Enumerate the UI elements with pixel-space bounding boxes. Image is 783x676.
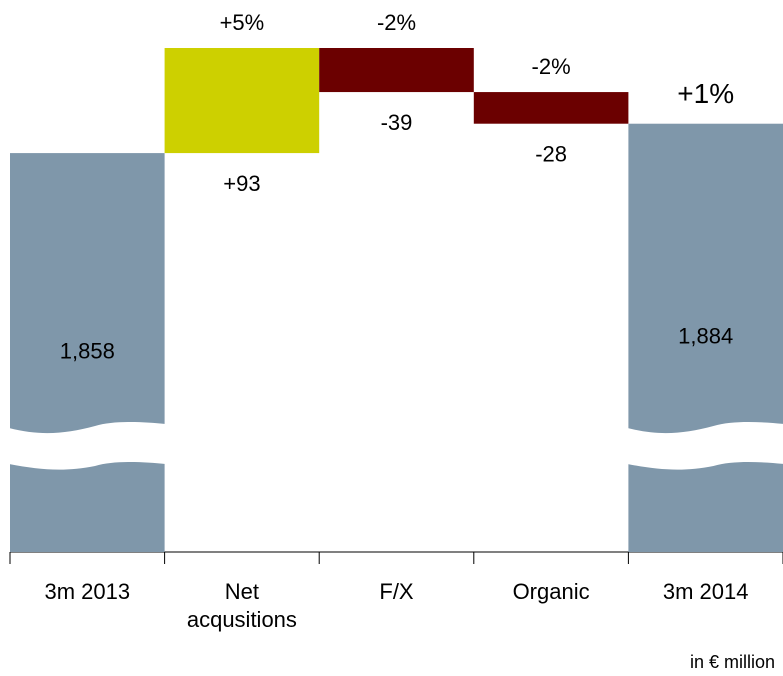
percent-label: +5% <box>220 10 265 35</box>
bar <box>628 123 783 553</box>
axis-break <box>9 422 166 470</box>
bar <box>164 48 320 154</box>
x-tick-label: F/X <box>379 579 414 604</box>
bar <box>319 48 474 93</box>
value-label: -39 <box>381 110 413 135</box>
percent-label: -2% <box>377 10 416 35</box>
value-label: +93 <box>223 171 260 196</box>
x-tick-label: Net acqusitions <box>186 579 297 632</box>
bar <box>473 92 629 124</box>
axis-break <box>627 422 783 470</box>
percent-label: -2% <box>532 54 571 79</box>
x-tick-label: 3m 2013 <box>44 579 131 604</box>
x-tick-label: Organic <box>512 579 590 604</box>
bar <box>10 153 165 552</box>
value-label: 1,858 <box>60 338 115 363</box>
unit-note: in € million <box>689 652 775 672</box>
value-label: 1,884 <box>678 324 733 349</box>
percent-label: +1% <box>677 78 734 109</box>
value-label: -28 <box>535 142 567 167</box>
x-tick-label: 3m 2014 <box>662 579 749 604</box>
